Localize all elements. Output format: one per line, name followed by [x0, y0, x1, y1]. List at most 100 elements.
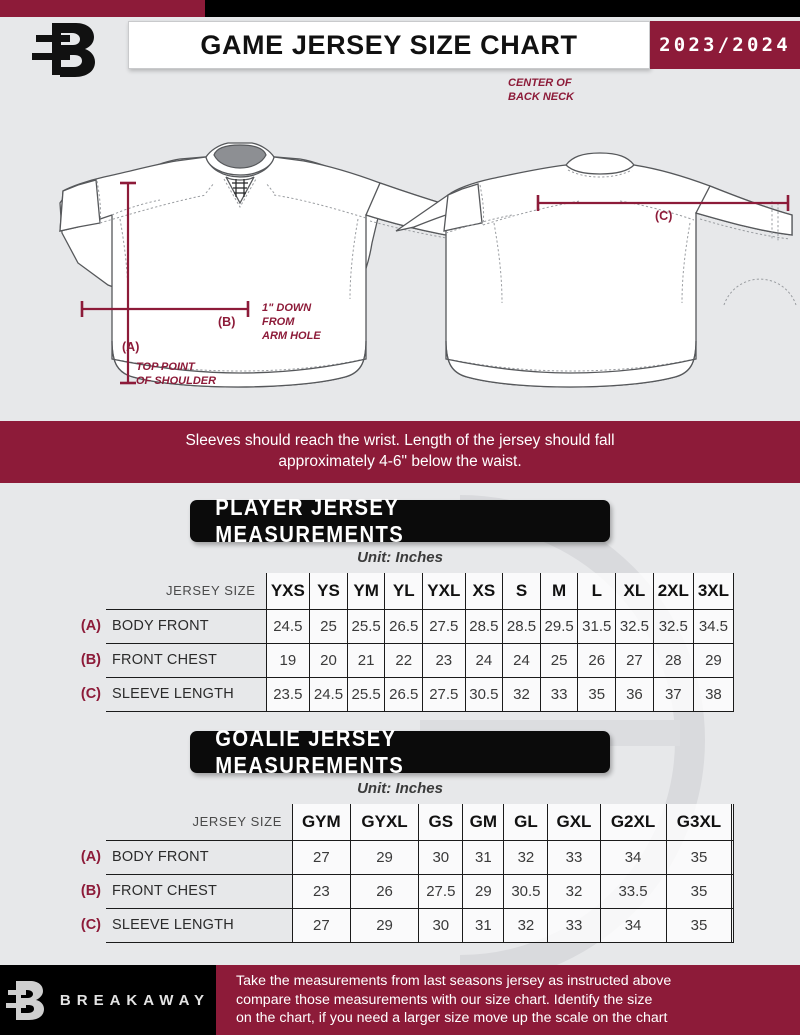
player-size-header-6: S: [502, 573, 541, 610]
table-row: (A) BODY FRONT 24.5 25 25.5 26.5 27.5 28.5 28.5 2…: [70, 608, 735, 644]
goalie-size-header-7: G3XL: [665, 804, 733, 841]
player-cell-1-9: 27: [615, 642, 654, 678]
goalie-cell-0-4: 32: [503, 839, 549, 875]
goalie-cell-0-7: 35: [665, 839, 733, 875]
goalie-table: JERSEY SIZE GYM GYXL GS GM GL GXL G2XL G3XL (A)…: [70, 804, 734, 943]
goalie-row-label-2: SLEEVE LENGTH: [106, 907, 293, 943]
player-size-header-3: YL: [384, 573, 424, 610]
player-size-header-2: YM: [346, 573, 386, 610]
player-cell-0-8: 31.5: [577, 608, 617, 644]
player-size-header-9: XL: [615, 573, 654, 610]
goalie-cell-0-0: 27: [291, 839, 351, 875]
goalie-cell-2-3: 31: [462, 907, 505, 943]
player-cell-0-10: 32.5: [652, 608, 694, 644]
player-cell-1-7: 25: [539, 642, 579, 678]
season-badge-label: 2023/2024: [659, 34, 791, 56]
goalie-row-tag-2: (C): [80, 917, 101, 933]
player-cell-0-5: 28.5: [464, 608, 504, 644]
goalie-cell-0-6: 34: [599, 839, 667, 875]
player-table: JERSEY SIZE YXS YS YM YL YXL XS S M L XL 2XL 3XL (A…: [70, 573, 735, 712]
player-size-header-11: 3XL: [692, 573, 735, 610]
marker-a-note-1: TOP POINT: [136, 361, 196, 373]
goalie-cell-2-0: 27: [291, 907, 351, 943]
goalie-cell-2-1: 29: [349, 907, 420, 943]
marker-b-note-2: FROM: [262, 316, 295, 328]
player-cell-1-2: 21: [346, 642, 386, 678]
player-row-label-0: BODY FRONT: [106, 608, 267, 644]
goalie-size-header-4: GL: [503, 804, 549, 841]
goalie-cell-1-6: 33.5: [599, 873, 667, 909]
goalie-table-head: JERSEY SIZE GYM GYXL GS GM GL GXL G2XL G3XL: [70, 804, 734, 841]
top-stripe-black: [205, 0, 800, 17]
marker-c-note-2: BACK NECK: [508, 91, 575, 103]
player-cell-0-4: 27.5: [422, 608, 466, 644]
goalie-table-header-row: JERSEY SIZE GYM GYXL GS GM GL GXL G2XL G3XL: [70, 804, 734, 841]
top-stripe-maroon: [0, 0, 205, 17]
marker-a-note-2: OF SHOULDER: [136, 375, 216, 387]
player-cell-2-8: 35: [577, 676, 617, 712]
player-cell-1-3: 22: [384, 642, 424, 678]
player-cell-1-10: 28: [652, 642, 694, 678]
goalie-size-header-6: G2XL: [599, 804, 667, 841]
table-row: (C) SLEEVE LENGTH 23.5 24.5 25.5 26.5 27.5 30.5…: [70, 676, 735, 712]
goalie-cell-1-8: [731, 873, 734, 909]
jersey-illustrations: .out { fill:#ffffff; stroke:#56585b; str…: [0, 73, 800, 413]
player-cell-0-3: 26.5: [384, 608, 424, 644]
jersey-back-illustration: (C) CENTER OF BACK NECK: [395, 77, 797, 388]
goalie-size-header-1: GYXL: [349, 804, 420, 841]
goalie-section-title: GOALIE JERSEY MEASUREMENTS: [190, 725, 610, 778]
breakaway-b-logo-icon: [30, 19, 116, 77]
goalie-cell-1-1: 26: [349, 873, 420, 909]
player-size-header-1: YS: [309, 573, 348, 610]
goalie-cell-1-5: 32: [547, 873, 601, 909]
player-table-body: (A) BODY FRONT 24.5 25 25.5 26.5 27.5 28.5 28.5 2…: [70, 608, 735, 712]
player-cell-1-1: 20: [309, 642, 348, 678]
breakaway-b-logo-icon: [5, 978, 46, 1022]
goalie-cell-0-1: 29: [349, 839, 420, 875]
table-row: (A) BODY FRONT 27 29 30 31 32 33 34 35: [70, 839, 734, 875]
table-row: (B) FRONT CHEST 19 20 21 22 23 24 24 25 26 27 28 29: [70, 642, 735, 678]
top-stripe: [0, 0, 800, 17]
goalie-cell-1-2: 27.5: [418, 873, 464, 909]
player-size-header-10: 2XL: [652, 573, 694, 610]
page-footer: BREAKAWAY Take the measurements from las…: [0, 965, 800, 1035]
footer-brand-block: BREAKAWAY: [0, 965, 216, 1035]
player-row-label-2: SLEEVE LENGTH: [106, 676, 267, 712]
footer-brand-name: BREAKAWAY: [59, 991, 211, 1009]
goalie-row-tag-0: (A): [80, 849, 101, 865]
goalie-table-body: (A) BODY FRONT 27 29 30 31 32 33 34 35 (B) FRONT CH…: [70, 839, 734, 943]
goalie-cell-1-3: 29: [462, 873, 505, 909]
table-row: (B) FRONT CHEST 23 26 27.5 29 30.5 32 33.5 35: [70, 873, 734, 909]
table-row: (C) SLEEVE LENGTH 27 29 30 31 32 33 34 35: [70, 907, 734, 943]
season-badge: 2023/2024: [650, 21, 800, 69]
goalie-size-header-2: GS: [418, 804, 464, 841]
player-size-header-7: M: [539, 573, 579, 610]
goalie-measurements-table: JERSEY SIZE GYM GYXL GS GM GL GXL G2XL G3XL (A)…: [70, 804, 734, 943]
player-row-tag-0: (A): [80, 618, 101, 634]
page-title: GAME JERSEY SIZE CHART: [200, 29, 578, 60]
player-table-head: JERSEY SIZE YXS YS YM YL YXL XS S M L XL 2XL 3XL: [70, 573, 735, 610]
goalie-cell-2-4: 32: [503, 907, 549, 943]
page-title-box: GAME JERSEY SIZE CHART: [128, 21, 650, 69]
marker-c-label: (C): [655, 209, 672, 223]
goalie-cell-0-8: [731, 839, 734, 875]
jersey-front-illustration: (A) TOP POINT OF SHOULDER (B) 1" DOWN FR…: [59, 142, 521, 388]
player-cell-2-10: 37: [652, 676, 694, 712]
goalie-cell-2-2: 30: [418, 907, 464, 943]
player-cell-1-11: 29: [692, 642, 735, 678]
goalie-header-tag-spacer: [70, 804, 106, 840]
goalie-section-title-label: GOALIE JERSEY MEASUREMENTS: [215, 725, 405, 778]
fit-note-line-2: approximately 4-6" below the waist.: [278, 453, 522, 470]
player-cell-1-5: 24: [464, 642, 504, 678]
goalie-cell-2-8: [731, 907, 734, 943]
fit-note-banner: Sleeves should reach the wrist. Length o…: [0, 421, 800, 483]
footer-line-2: compare those measurements with our size…: [236, 991, 653, 1008]
player-cell-2-3: 26.5: [384, 676, 424, 712]
player-row-tag-1: (B): [80, 652, 101, 668]
fit-note-line-1: Sleeves should reach the wrist. Length o…: [185, 432, 615, 450]
player-cell-0-11: 34.5: [692, 608, 735, 644]
player-cell-1-6: 24: [502, 642, 541, 678]
player-measurements-table: JERSEY SIZE YXS YS YM YL YXL XS S M L XL 2XL 3XL (A…: [70, 573, 735, 712]
player-size-header-label: JERSEY SIZE: [106, 573, 267, 610]
